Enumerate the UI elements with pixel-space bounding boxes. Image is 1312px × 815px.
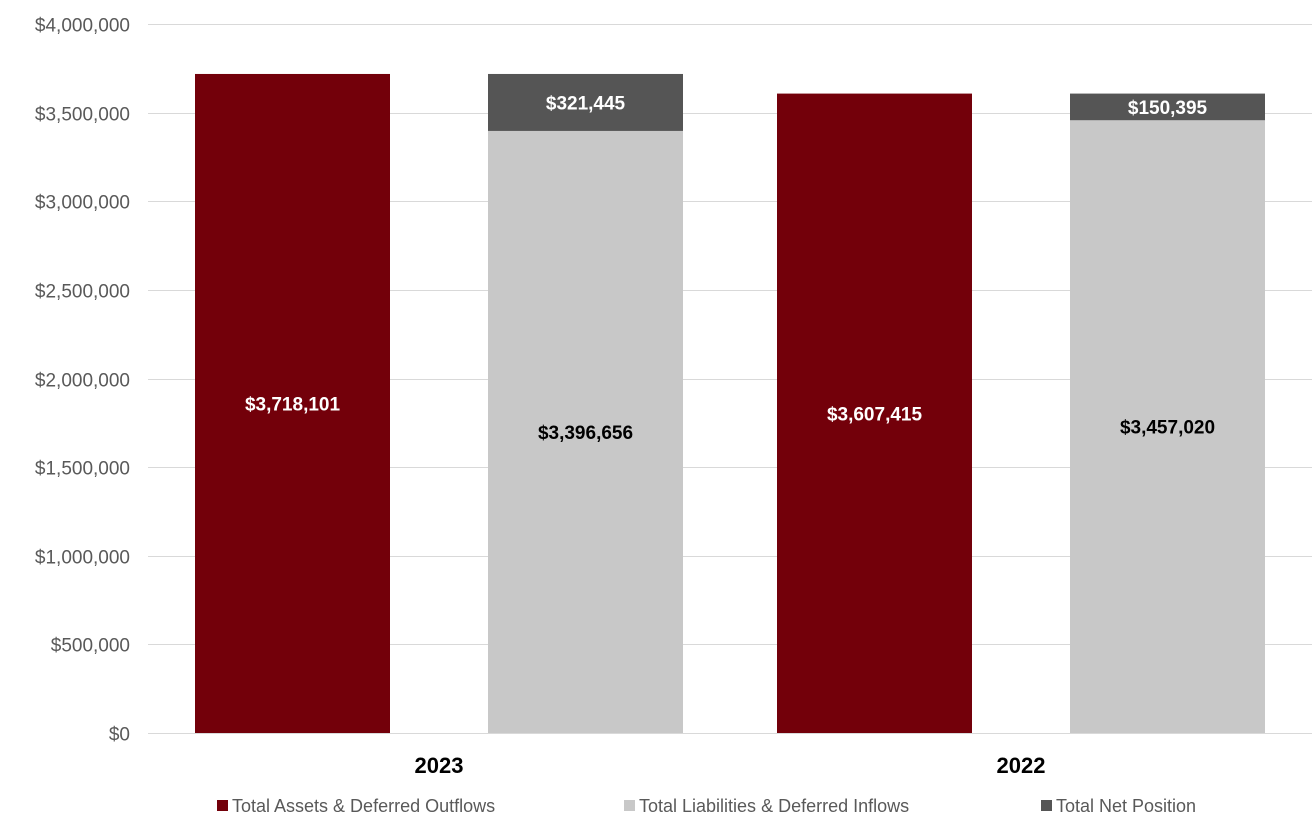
bar-assets-2023 [195,73,390,733]
legend-label: Total Assets & Deferred Outflows [232,796,495,815]
legend: Total Assets & Deferred Outflows Total Li… [217,796,1196,815]
legend-label: Total Liabilities & Deferred Inflows [639,796,909,815]
data-label: $3,607,415 [827,404,923,425]
data-label: $3,396,656 [538,423,633,444]
legend-swatch [1041,800,1052,811]
legend-swatch [217,800,228,811]
legend-label: Total Net Position [1056,796,1196,815]
x-category-label: 2022 [997,753,1046,778]
data-label: $321,445 [546,93,626,114]
bar-assets-2022 [777,93,972,733]
bar-liabilities-2022 [1070,93,1265,121]
y-tick-label: $0 [109,725,130,746]
data-label: $3,457,020 [1120,418,1215,439]
y-tick-label: $2,000,000 [35,371,130,392]
bars: $3,718,101 $3,396,656 $321,445 $3,607,415 $3… [195,73,1265,733]
y-tick-label: $1,000,000 [35,548,130,569]
y-axis: $0 $500,000 $1,000,000 $1,500,000 $2,000,000… [35,16,130,746]
x-axis: 2023 2022 [415,753,1046,778]
bar-liabilities-2022 [1070,120,1265,733]
data-label: $3,718,101 [245,394,341,415]
y-tick-label: $3,500,000 [35,105,130,126]
bar-liabilities-2023 [488,130,683,733]
data-label: $150,395 [1128,98,1208,119]
y-tick-label: $4,000,000 [35,16,130,37]
x-category-label: 2023 [415,753,464,778]
bar-liabilities-2023 [488,73,683,131]
y-tick-label: $2,500,000 [35,282,130,303]
legend-swatch [624,800,635,811]
y-tick-label: $500,000 [51,636,130,657]
y-tick-label: $1,500,000 [35,459,130,480]
y-tick-label: $3,000,000 [35,193,130,214]
